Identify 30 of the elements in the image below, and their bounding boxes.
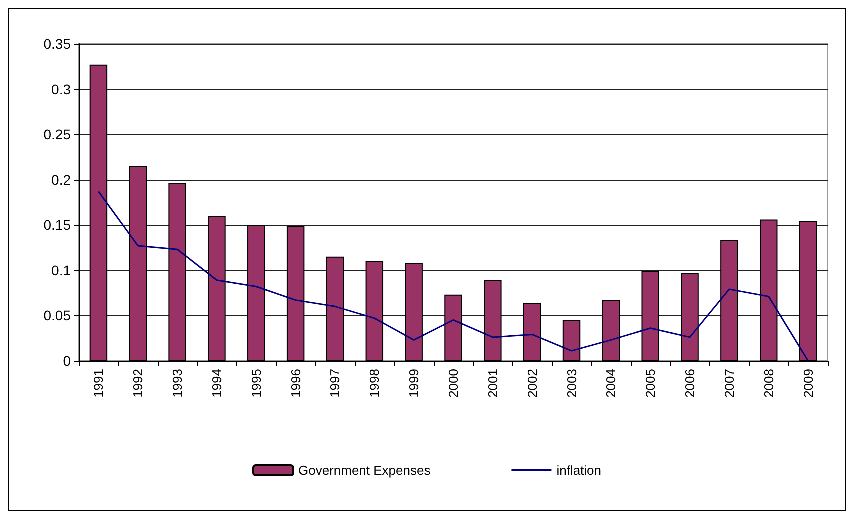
y-tick-label: 0.3 <box>52 81 72 98</box>
y-tick-label: 0.15 <box>44 217 72 234</box>
x-tick-label: 1997 <box>328 369 343 398</box>
x-tick-label: 2002 <box>524 369 540 398</box>
y-tick-label: 0.2 <box>52 172 72 188</box>
legend-label: Government Expenses <box>298 463 432 478</box>
y-tick-label: 0.25 <box>44 126 72 143</box>
x-tick-label: 1999 <box>406 369 422 398</box>
x-tick-label: 1998 <box>367 369 382 398</box>
x-tick-label: 2006 <box>682 369 698 398</box>
x-tick-label: 2004 <box>604 369 619 398</box>
legend-label: inflation <box>556 463 602 478</box>
x-tick-label: 2008 <box>761 369 776 398</box>
y-tick-label: 0.35 <box>44 36 72 52</box>
y-tick-label: 0 <box>63 353 72 369</box>
x-tick-label: 2005 <box>643 369 658 398</box>
x-tick-label: 1994 <box>209 369 224 398</box>
y-tick-label: 0.05 <box>44 308 72 324</box>
x-tick-label: 2003 <box>564 369 580 398</box>
y-tick-label: 0.1 <box>52 262 72 278</box>
x-tick-label: 1991 <box>91 369 106 398</box>
x-tick-label: 1996 <box>288 369 304 398</box>
x-tick-label: 1995 <box>248 369 264 398</box>
x-tick-label: 2000 <box>446 369 461 398</box>
x-tick-label: 2009 <box>800 369 816 398</box>
line-series <box>98 190 810 362</box>
x-tick-label: 2001 <box>485 369 500 398</box>
x-tick-label: 1992 <box>130 369 146 398</box>
x-tick-label: 1993 <box>170 369 186 398</box>
x-tick-label: 2007 <box>722 369 737 398</box>
